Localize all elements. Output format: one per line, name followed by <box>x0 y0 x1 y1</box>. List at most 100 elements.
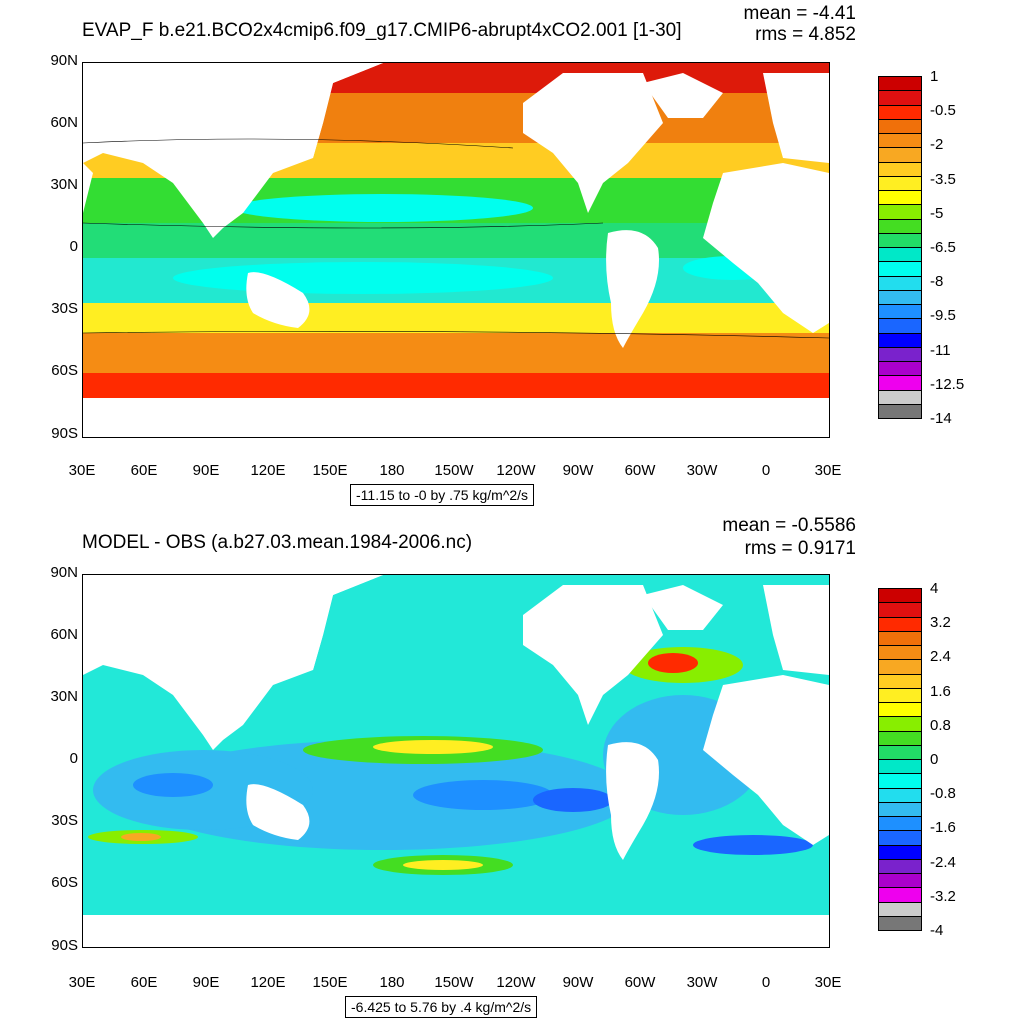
colorbar-label: 1.6 <box>930 683 951 700</box>
colorbar-swatch <box>878 858 922 874</box>
colorbar-swatch <box>878 175 922 191</box>
lon-label-120e: 120E <box>250 974 286 991</box>
colorbar-label: -2 <box>930 136 944 153</box>
colorbar-swatch <box>878 161 922 177</box>
lat-label-90s: 90S <box>51 425 78 442</box>
colorbar-swatch <box>878 716 922 732</box>
lat-label-90n: 90N <box>50 564 78 581</box>
colorbar-label: 0.8 <box>930 717 951 734</box>
colorbar-label: -9.5 <box>930 307 956 324</box>
bottom-map-plot <box>82 574 830 948</box>
lon-label-60w: 60W <box>624 974 656 991</box>
lon-label-30e: 30E <box>68 974 96 991</box>
lon-label-180: 180 <box>379 462 405 479</box>
colorbar-swatch <box>878 403 922 419</box>
colorbar-label: 4 <box>930 580 939 597</box>
top-map-title: EVAP_F b.e21.BCO2x4cmip6.f09_g17.CMIP6-a… <box>82 20 682 41</box>
colorbar-label: -8 <box>930 273 944 290</box>
lon-label-150e: 150E <box>312 974 348 991</box>
colorbar-swatch <box>878 630 922 646</box>
bottom-range-label: -6.425 to 5.76 by .4 kg/m^2/s <box>345 996 538 1018</box>
colorbar-swatch <box>878 616 922 632</box>
lon-label-30w: 30W <box>686 462 718 479</box>
colorbar-swatch <box>878 375 922 391</box>
colorbar-swatch <box>878 759 922 775</box>
australia-land <box>246 272 310 328</box>
colorbar-swatch <box>878 304 922 320</box>
colorbar-swatch <box>878 816 922 832</box>
lon-label-90w: 90W <box>562 974 594 991</box>
south-subpolar-band <box>83 333 829 373</box>
colorbar-swatch <box>878 730 922 746</box>
colorbar-swatch <box>878 915 922 931</box>
colorbar-swatch <box>878 232 922 248</box>
colorbar-label: -6.5 <box>930 239 956 256</box>
colorbar-label: 2.4 <box>930 648 951 665</box>
colorbar-swatch <box>878 147 922 163</box>
colorbar-label: -1.6 <box>930 819 956 836</box>
lon-label-120e: 120E <box>250 462 286 479</box>
bottom-map-title: MODEL - OBS (a.b27.03.mean.1984-2006.nc) <box>82 532 473 553</box>
colorbar-swatch <box>878 118 922 134</box>
colorbar-swatch <box>878 687 922 703</box>
south-subtropic-band <box>83 303 829 333</box>
lon-label-60e: 60E <box>130 462 158 479</box>
europe-land <box>763 73 829 163</box>
lon-label-90e: 90E <box>192 462 220 479</box>
colorbar-swatch <box>878 289 922 305</box>
lat-label-90s: 90S <box>51 937 78 954</box>
africa-land <box>703 163 829 333</box>
colorbar-swatch <box>878 104 922 120</box>
top-colorbar <box>878 76 922 419</box>
bottom-colorbar <box>878 588 922 931</box>
colorbar-swatch <box>878 830 922 846</box>
colorbar-swatch <box>878 318 922 334</box>
colorbar-label: -12.5 <box>930 376 965 393</box>
colorbar-label: 3.2 <box>930 614 951 631</box>
colorbar-swatch <box>878 773 922 789</box>
colorbar-swatch <box>878 873 922 889</box>
colorbar-swatch <box>878 261 922 277</box>
lon-label-120w: 120W <box>496 974 536 991</box>
southern-ocean-band <box>83 373 829 398</box>
top-map-plot <box>82 62 830 438</box>
colorbar-swatch <box>878 247 922 263</box>
lon-label-150e: 150E <box>312 462 348 479</box>
lat-label-60s: 60S <box>51 362 78 379</box>
top-map-panel: EVAP_F b.e21.BCO2x4cmip6.f09_g17.CMIP6-a… <box>50 3 965 506</box>
top-range-label: -11.15 to -0 by .75 kg/m^2/s <box>350 484 535 506</box>
lon-label-30w: 30W <box>686 974 718 991</box>
top-mean-value: mean = -4.41 <box>743 3 857 24</box>
colorbar-label: -4 <box>930 922 944 939</box>
top-rms-value: rms = 4.852 <box>755 24 856 45</box>
colorbar-swatch <box>878 389 922 405</box>
lat-label-90n: 90N <box>50 52 78 69</box>
colorbar-label: 0 <box>930 751 939 768</box>
colorbar-swatch <box>878 801 922 817</box>
lat-label-0: 0 <box>69 238 78 255</box>
lat-label-30s: 30S <box>51 300 78 317</box>
colorbar-label: -3.2 <box>930 888 956 905</box>
colorbar-swatch <box>878 702 922 718</box>
colorbar-swatch <box>878 218 922 234</box>
colorbar-label: -2.4 <box>930 854 956 871</box>
colorbar-swatch <box>878 602 922 618</box>
colorbar-swatch <box>878 332 922 348</box>
lon-label-30e-right: 30E <box>814 462 842 479</box>
lat-label-30s: 30S <box>51 812 78 829</box>
lat-label-60n: 60N <box>50 114 78 131</box>
colorbar-label: -11 <box>930 342 951 359</box>
colorbar-label: -0.8 <box>930 785 956 802</box>
colorbar-swatch <box>878 887 922 903</box>
colorbar-swatch <box>878 361 922 377</box>
lon-label-150w: 150W <box>434 974 474 991</box>
colorbar-label: -5 <box>930 205 944 222</box>
colorbar-label: -3.5 <box>930 171 956 188</box>
colorbar-swatch <box>878 844 922 860</box>
colorbar-swatch <box>878 787 922 803</box>
south-america-land <box>606 230 659 348</box>
antarctica-land <box>83 398 829 437</box>
lon-label-30e: 30E <box>68 462 96 479</box>
lat-label-60s: 60S <box>51 874 78 891</box>
colorbar-swatch <box>878 90 922 106</box>
